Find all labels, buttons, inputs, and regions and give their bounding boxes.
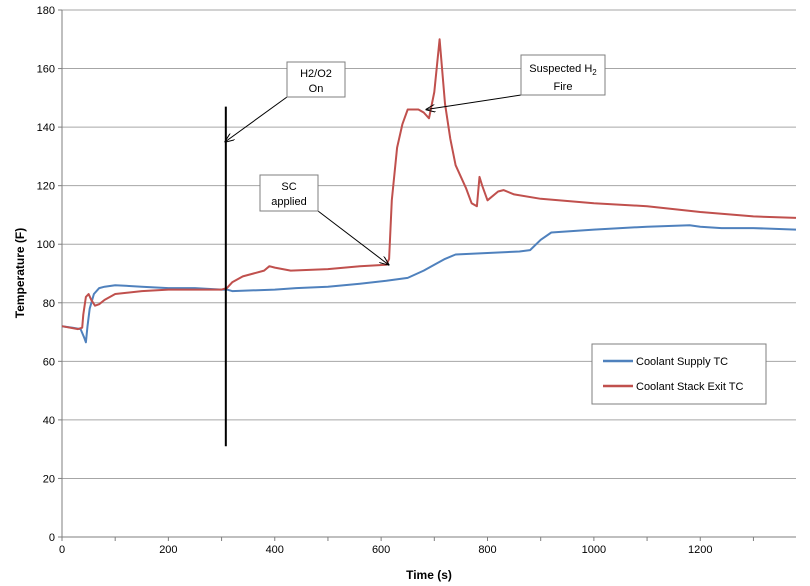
legend: Coolant Supply TC Coolant Stack Exit TC	[591, 343, 767, 405]
y-tick-label: 40	[43, 415, 55, 427]
legend-label-stack-exit: Coolant Stack Exit TC	[636, 381, 743, 393]
y-tick-label: 60	[43, 356, 55, 368]
annotation-box	[520, 54, 606, 96]
x-tick-label: 800	[478, 544, 496, 556]
y-tick-label: 100	[37, 239, 55, 251]
grid-lines	[58, 9, 796, 541]
x-tick-label: 400	[266, 544, 284, 556]
y-tick-label: 180	[37, 5, 55, 17]
y-tick-label: 0	[49, 532, 55, 544]
x-tick-labels: 0 200 400 600 800 1000 1200	[59, 544, 713, 556]
y-tick-label: 120	[37, 181, 55, 193]
annotation-text: SC applied	[271, 181, 306, 208]
annotation-box	[286, 61, 346, 98]
y-tick-label: 160	[37, 64, 55, 76]
annotations: H2/O2 On SC applied Suspected H2 Fire	[225, 54, 606, 265]
annotation-arrow	[225, 96, 288, 142]
x-tick-label: 0	[59, 544, 65, 556]
x-axis-title: Time (s)	[406, 568, 452, 582]
x-tick-label: 1200	[688, 544, 712, 556]
x-tick-label: 1000	[582, 544, 606, 556]
series-line-1	[61, 38, 797, 331]
y-tick-labels: 0 20 40 60 80 100 120 140 160 180	[37, 5, 55, 544]
legend-label-supply: Coolant Supply TC	[636, 356, 728, 368]
annotation-box	[259, 174, 319, 212]
y-tick-label: 80	[43, 298, 55, 310]
x-tick-label: 600	[372, 544, 390, 556]
series-lines	[61, 38, 797, 344]
x-tick-label: 200	[159, 544, 177, 556]
annotation-arrow	[317, 210, 389, 265]
legend-box	[591, 343, 767, 405]
y-tick-label: 20	[43, 473, 55, 485]
y-axis-title: Temperature (F)	[13, 228, 27, 318]
annotation-text: H2/O2 On	[300, 68, 332, 95]
annotation-text: Suspected H2 Fire	[529, 63, 597, 93]
annotation-arrow	[426, 94, 522, 110]
series-line-0	[61, 224, 797, 344]
y-tick-label: 140	[37, 122, 55, 134]
